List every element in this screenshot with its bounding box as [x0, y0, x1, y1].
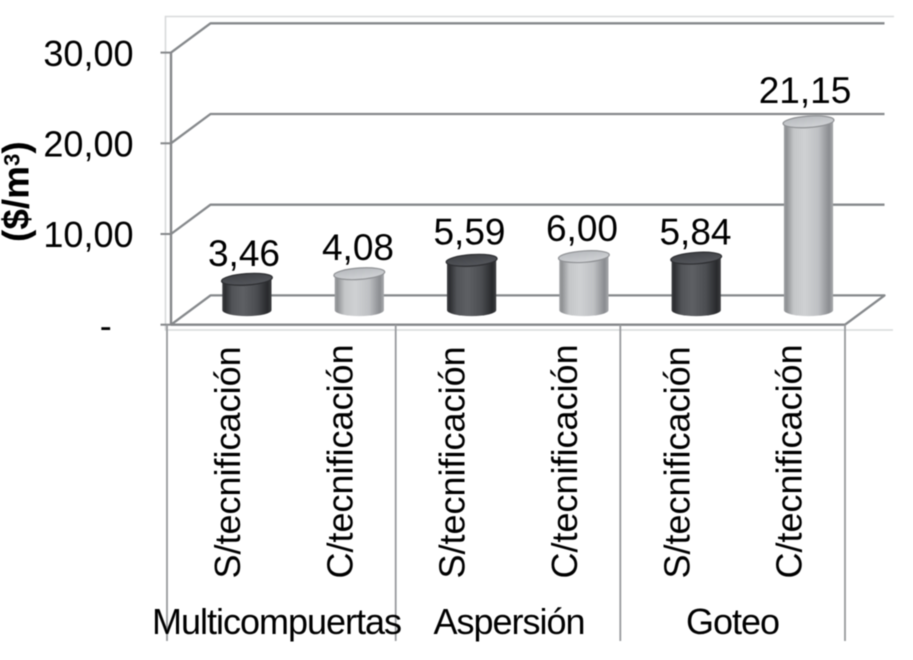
svg-text:4,08: 4,08	[322, 227, 394, 268]
svg-text:($/m3): ($/m3)	[0, 141, 37, 242]
svg-text:Goteo: Goteo	[686, 601, 779, 642]
svg-text:21,15: 21,15	[759, 70, 852, 111]
svg-text:S/tecnificación: S/tecnificación	[207, 346, 248, 578]
svg-text:10,00: 10,00	[43, 214, 133, 255]
svg-text:C/tecnificación: C/tecnificación	[769, 344, 810, 578]
svg-text:3,46: 3,46	[208, 233, 280, 274]
svg-text:C/tecnificación: C/tecnificación	[544, 344, 585, 578]
svg-text:Multicompuertas: Multicompuertas	[152, 601, 401, 642]
svg-text:6,00: 6,00	[546, 208, 618, 249]
svg-text:-: -	[100, 305, 112, 346]
svg-text:S/tecnificación: S/tecnificación	[432, 346, 473, 578]
svg-text:Aspersión: Aspersión	[433, 601, 584, 642]
svg-text:20,00: 20,00	[43, 124, 133, 165]
svg-text:5,59: 5,59	[433, 212, 505, 253]
svg-text:5,84: 5,84	[659, 212, 731, 253]
svg-text:30,00: 30,00	[43, 33, 133, 74]
svg-text:C/tecnificación: C/tecnificación	[319, 344, 360, 578]
svg-text:S/tecnificación: S/tecnificación	[656, 346, 697, 578]
